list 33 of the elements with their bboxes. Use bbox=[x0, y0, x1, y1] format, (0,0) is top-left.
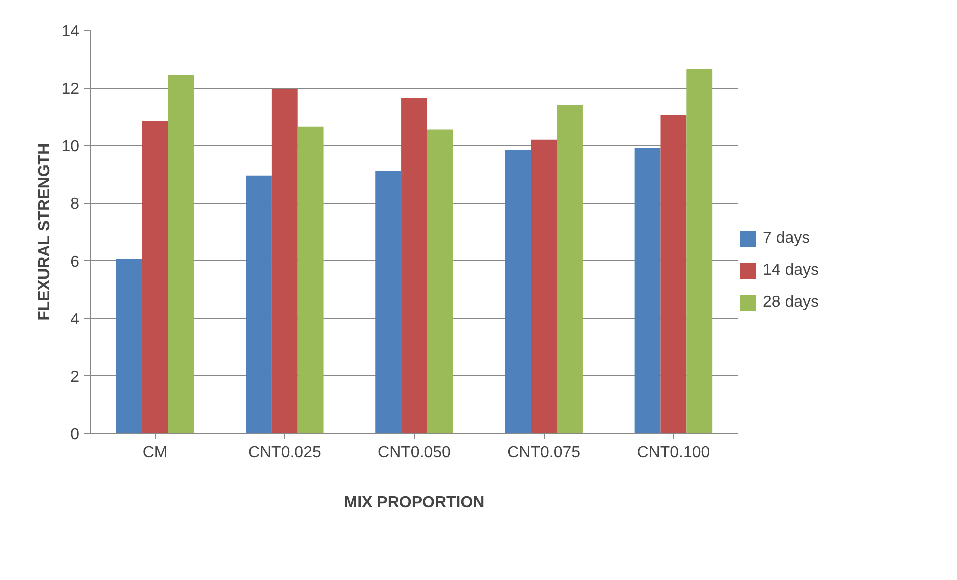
x-tick-label: CNT0.075 bbox=[508, 444, 581, 462]
y-tick-label: 0 bbox=[70, 426, 80, 444]
bar bbox=[142, 121, 168, 434]
bar bbox=[531, 140, 558, 434]
bar bbox=[376, 172, 402, 434]
y-tick-label: 2 bbox=[70, 368, 80, 386]
bar bbox=[272, 90, 298, 434]
x-tick-label: CNT0.050 bbox=[378, 444, 452, 462]
y-tick-label: 6 bbox=[70, 254, 80, 271]
y-tick-label: 12 bbox=[62, 81, 80, 98]
x-tick-label: CM bbox=[142, 444, 168, 462]
y-tick-label: 14 bbox=[62, 24, 80, 40]
legend-label: 7 days bbox=[763, 230, 810, 248]
bar bbox=[427, 130, 454, 434]
legend-label: 28 days bbox=[763, 294, 820, 312]
y-tick-label: 8 bbox=[70, 196, 80, 214]
bar bbox=[298, 126, 324, 434]
bar bbox=[505, 150, 532, 434]
y-tick-label: 10 bbox=[62, 138, 80, 156]
x-tick-label: CNT0.025 bbox=[248, 444, 322, 462]
x-tick-label: CNT0.100 bbox=[637, 444, 710, 462]
bar bbox=[168, 75, 194, 434]
y-axis-title: FLEXURAL STRENGTH bbox=[36, 143, 54, 321]
x-axis-title: MIX PROPORTION bbox=[344, 494, 485, 512]
bar bbox=[634, 148, 661, 434]
bar bbox=[246, 176, 272, 434]
legend-label: 14 days bbox=[763, 262, 820, 280]
bar bbox=[660, 115, 687, 434]
bar bbox=[116, 259, 142, 434]
bar bbox=[686, 69, 713, 434]
bar bbox=[402, 98, 428, 434]
y-tick-label: 4 bbox=[70, 311, 80, 328]
bar bbox=[557, 105, 583, 434]
